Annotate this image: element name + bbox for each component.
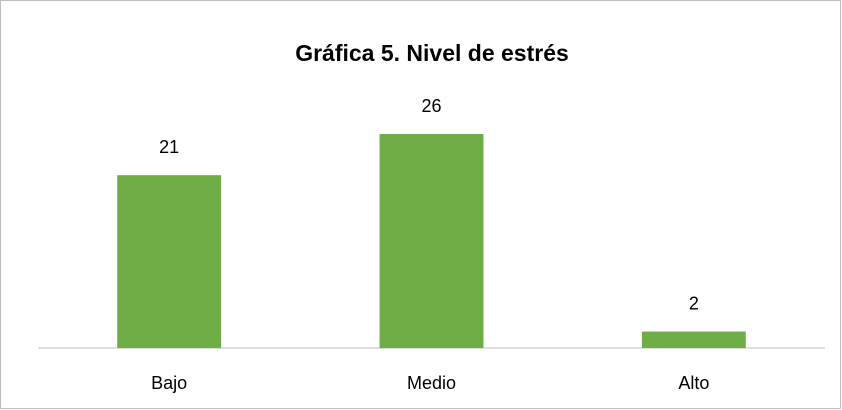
x-tick-label: Bajo [151,373,187,393]
x-tick-label: Alto [678,373,709,393]
bar [117,175,222,348]
data-label: 21 [159,137,179,157]
data-label: 2 [689,293,699,313]
data-label: 26 [421,96,441,116]
bar [641,331,746,348]
chart-title: Gráfica 5. Nivel de estrés [295,40,569,66]
x-tick-label: Medio [407,373,456,393]
bar [379,134,484,348]
